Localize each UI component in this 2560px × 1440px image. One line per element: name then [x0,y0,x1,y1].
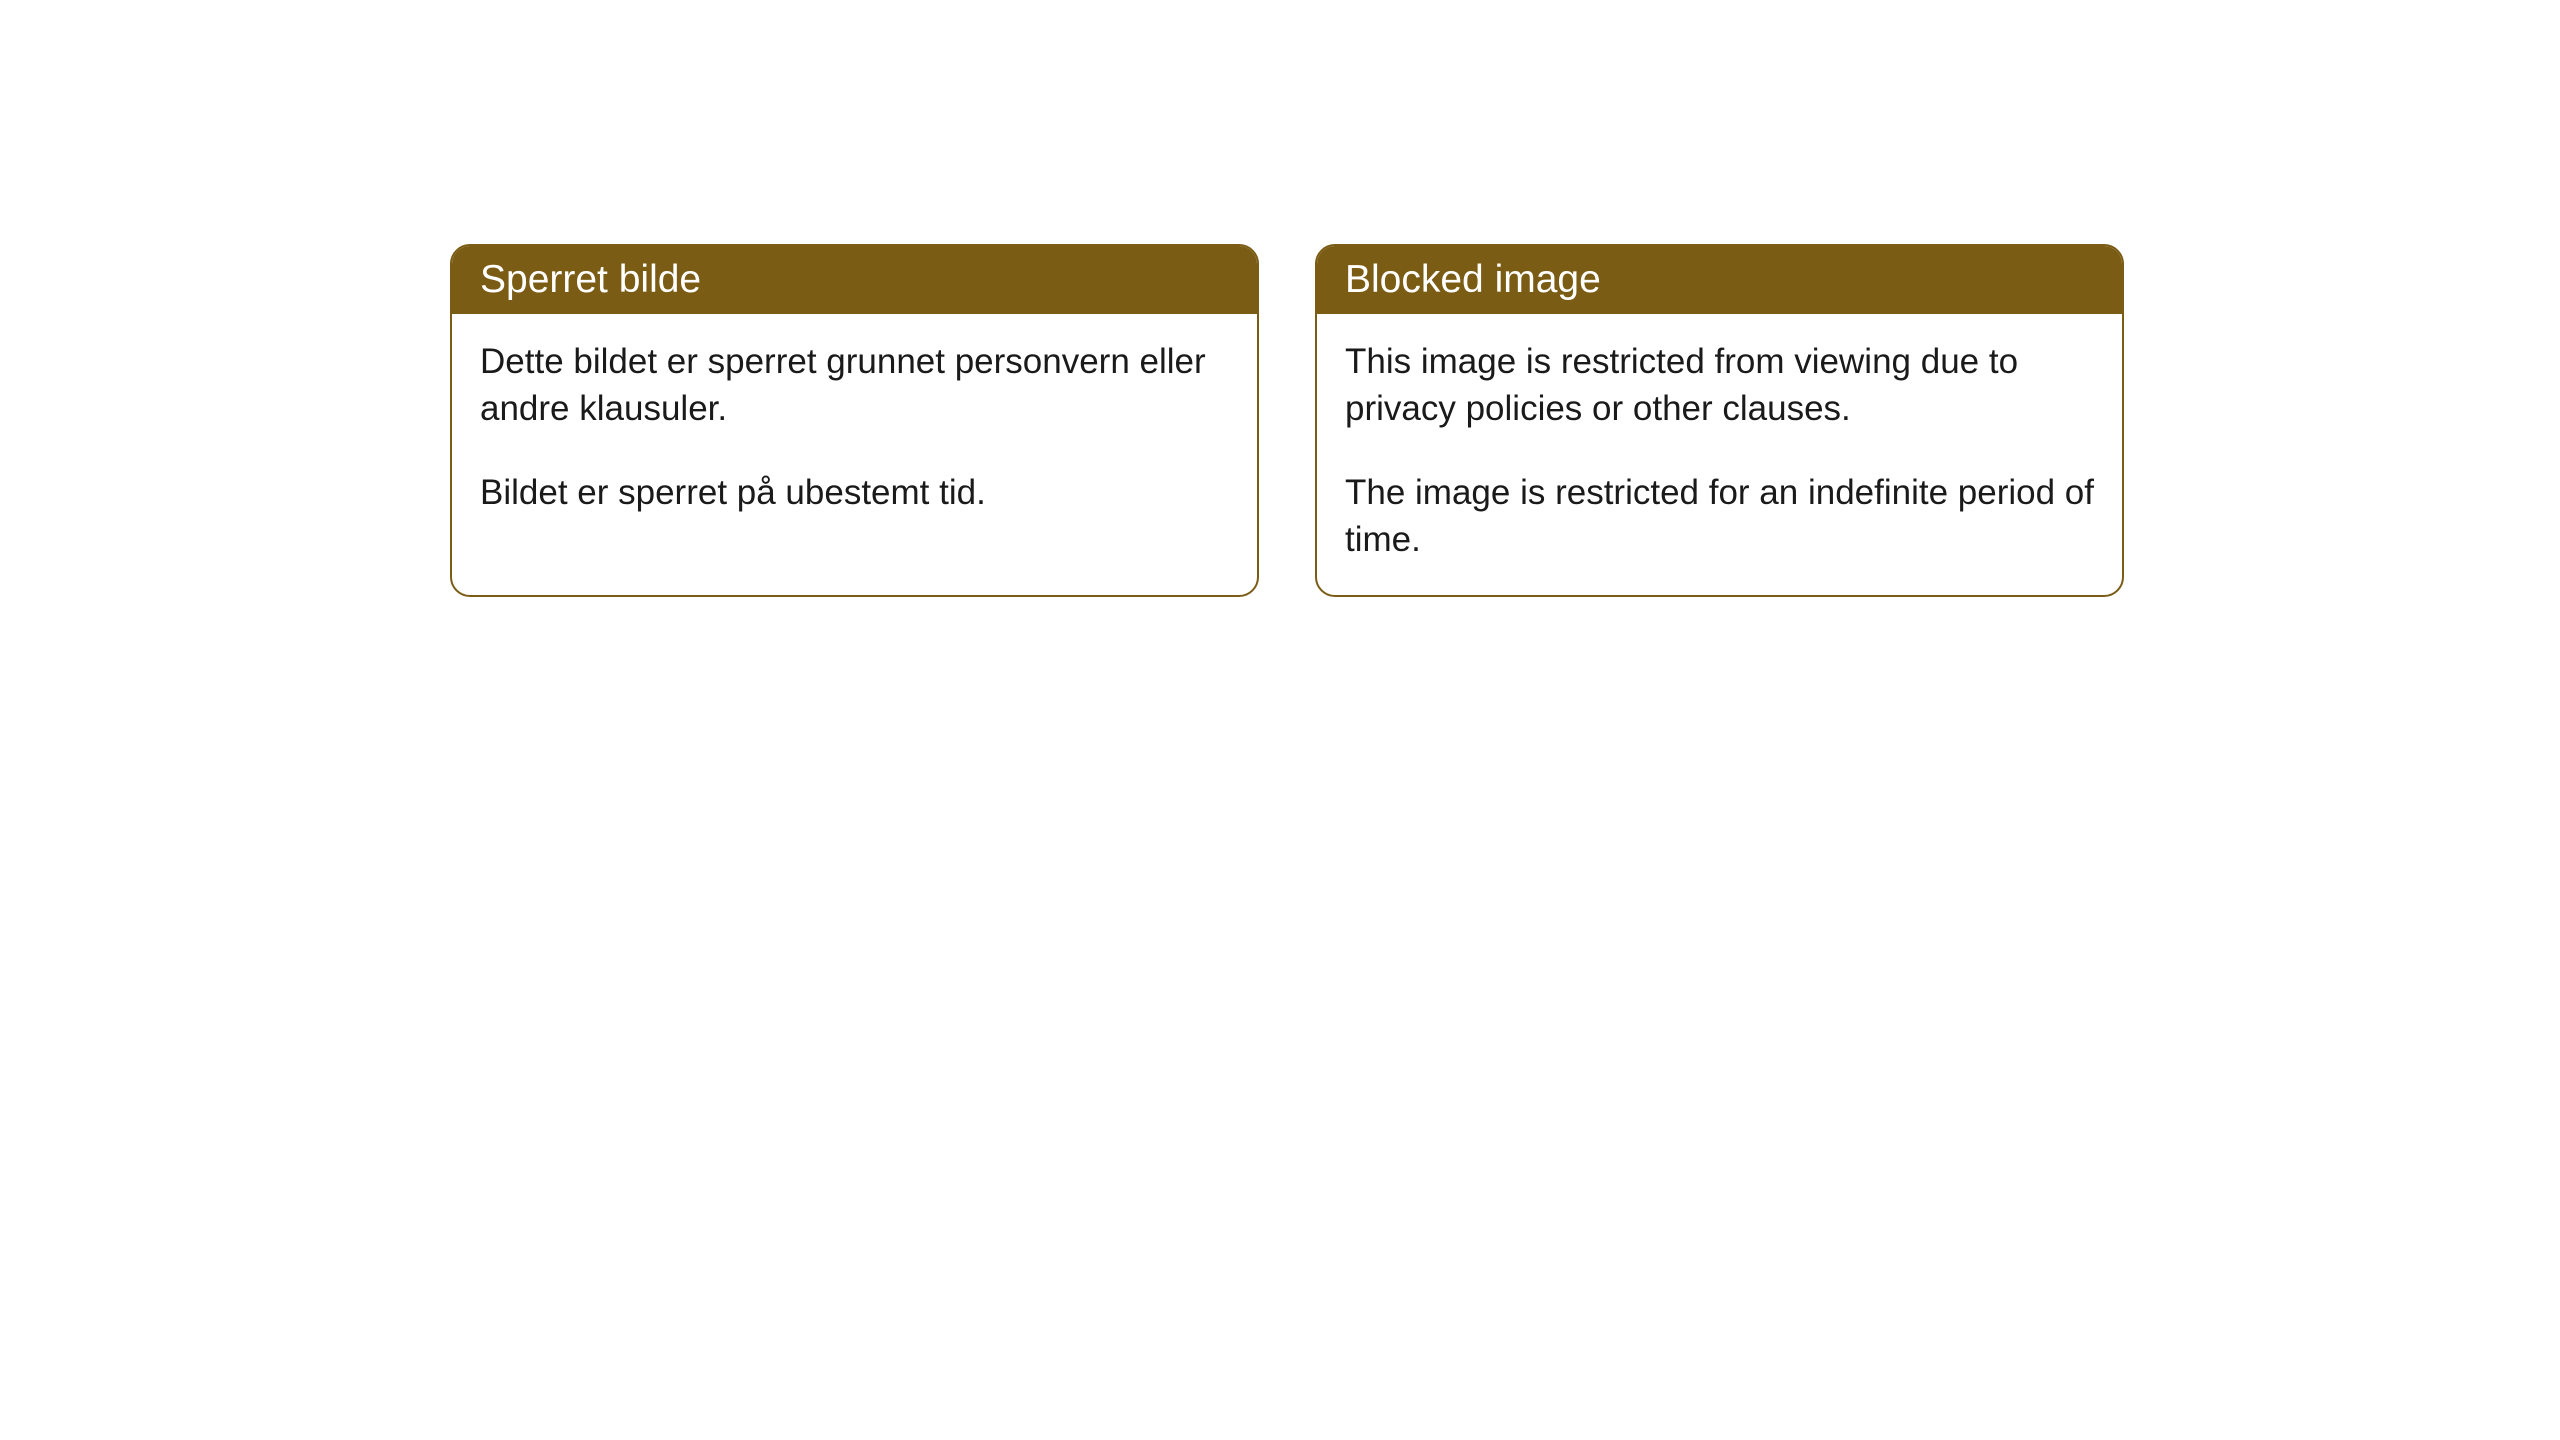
card-paragraph: The image is restricted for an indefinit… [1345,469,2094,564]
card-paragraph: Dette bildet er sperret grunnet personve… [480,338,1229,433]
card-title: Sperret bilde [452,246,1257,314]
card-paragraph: This image is restricted from viewing du… [1345,338,2094,433]
card-body: This image is restricted from viewing du… [1317,314,2122,595]
card-paragraph: Bildet er sperret på ubestemt tid. [480,469,1229,516]
notice-cards-container: Sperret bilde Dette bildet er sperret gr… [0,0,2560,597]
blocked-image-card-english: Blocked image This image is restricted f… [1315,244,2124,597]
card-title: Blocked image [1317,246,2122,314]
card-body: Dette bildet er sperret grunnet personve… [452,314,1257,548]
blocked-image-card-norwegian: Sperret bilde Dette bildet er sperret gr… [450,244,1259,597]
